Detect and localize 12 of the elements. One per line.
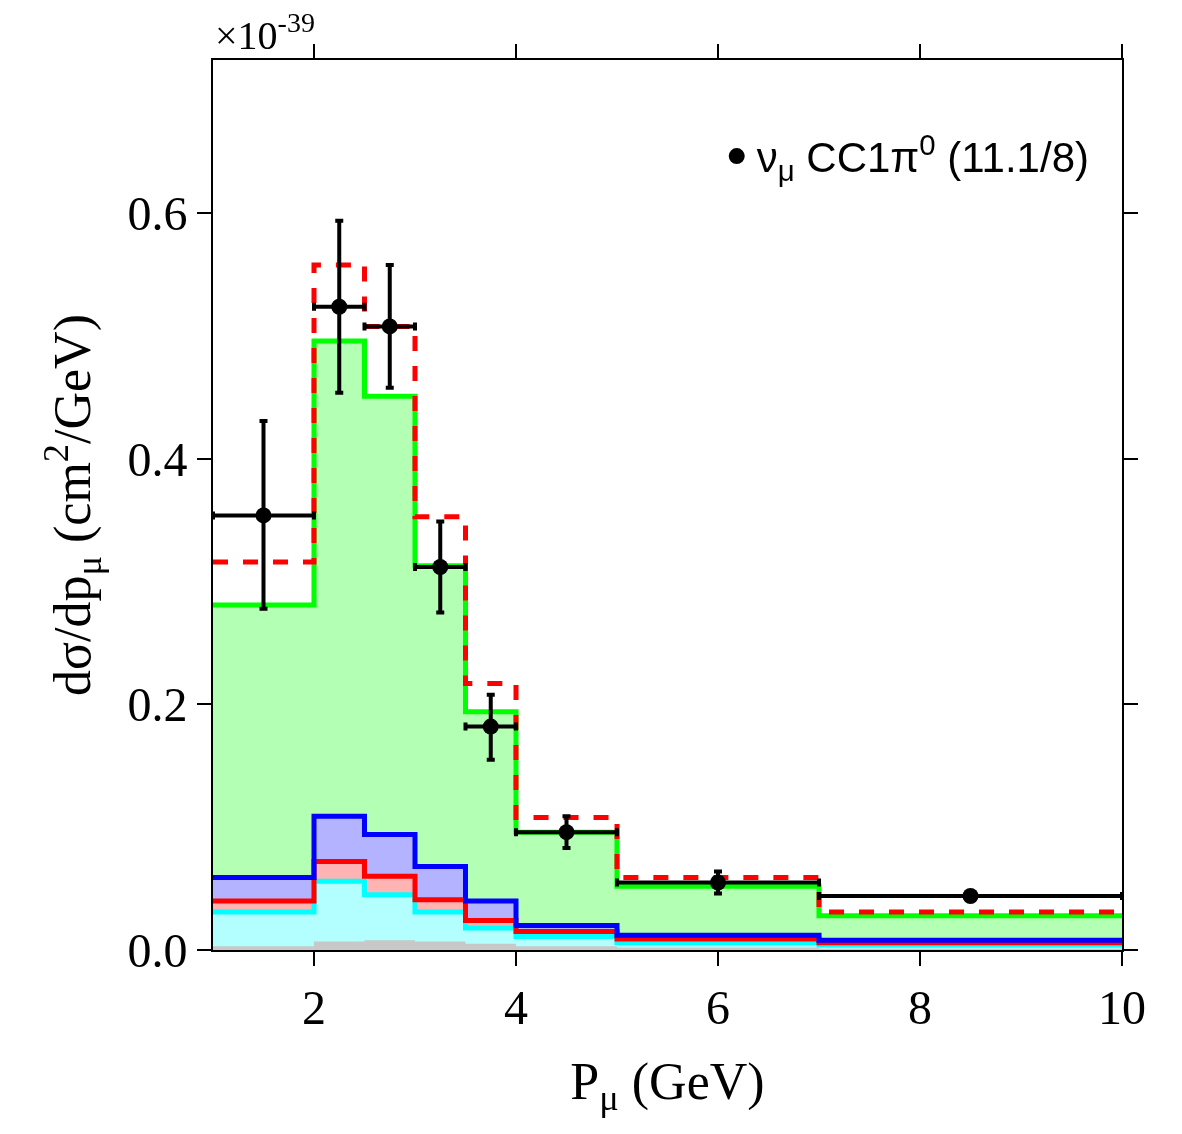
y-tick-label: 0.4 (127, 432, 188, 486)
x-axis-title: P$_{μ}$ (GeV) (570, 1053, 765, 1118)
y-tick-label: 0.2 (127, 678, 188, 732)
x-tick-label: 6 (706, 980, 730, 1034)
x-tick-label: 2 (302, 980, 326, 1034)
legend-label: ν$_{μ}$ CC1π$^{0}$ (11.1/8) (756, 127, 1089, 188)
y-tick-label: 0.0 (127, 923, 188, 977)
x-tick-label: 4 (504, 980, 528, 1034)
x-tick-label: 10 (1098, 980, 1146, 1034)
text: ×10$^{-39}$ (215, 7, 315, 58)
x-tick-label: 8 (908, 980, 932, 1034)
y-tick-label: 0.6 (127, 187, 188, 241)
